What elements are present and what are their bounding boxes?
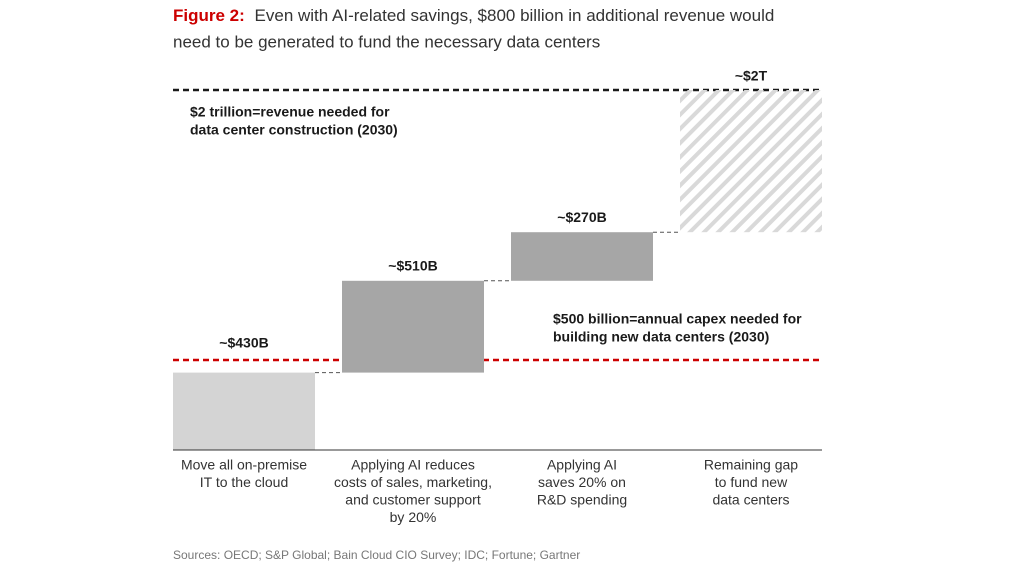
- value-label: ~$510B: [388, 258, 437, 274]
- x-tick-label: by 20%: [390, 509, 437, 525]
- x-tick-label: Move all on-premise: [181, 457, 307, 473]
- annotation: data center construction (2030): [190, 122, 398, 138]
- x-tick-label: IT to the cloud: [200, 474, 288, 490]
- title-line: Even with AI-related savings, $800 billi…: [255, 6, 775, 25]
- annotation: building new data centers (2030): [553, 329, 769, 345]
- title-prefix: Figure 2:: [173, 6, 245, 25]
- bar: [342, 280, 484, 373]
- x-tick-label: saves 20% on: [538, 474, 626, 490]
- value-label: ~$430B: [219, 335, 268, 351]
- annotation: $2 trillion=revenue needed for: [190, 104, 390, 120]
- x-tick-label: to fund new: [715, 474, 788, 490]
- bar: [173, 372, 315, 450]
- x-tick-label: costs of sales, marketing,: [334, 474, 492, 490]
- x-tick-label: Applying AI reduces: [351, 457, 475, 473]
- bar: [511, 232, 653, 281]
- chart-title: Figure 2: Even with AI-related savings, …: [173, 6, 774, 25]
- x-tick-label: and customer support: [345, 492, 481, 508]
- value-label: ~$270B: [557, 209, 606, 225]
- x-tick-label: Applying AI: [547, 457, 617, 473]
- title-line: need to be generated to fund the necessa…: [173, 32, 600, 51]
- bar: [680, 90, 822, 233]
- source: Sources: OECD; S&P Global; Bain Cloud CI…: [173, 548, 580, 562]
- x-tick-label: Remaining gap: [704, 457, 798, 473]
- x-tick-label: R&D spending: [537, 492, 627, 508]
- annotation: $500 billion=annual capex needed for: [553, 311, 802, 327]
- reference-label: ~$2T: [735, 68, 768, 84]
- x-tick-label: data centers: [712, 492, 789, 508]
